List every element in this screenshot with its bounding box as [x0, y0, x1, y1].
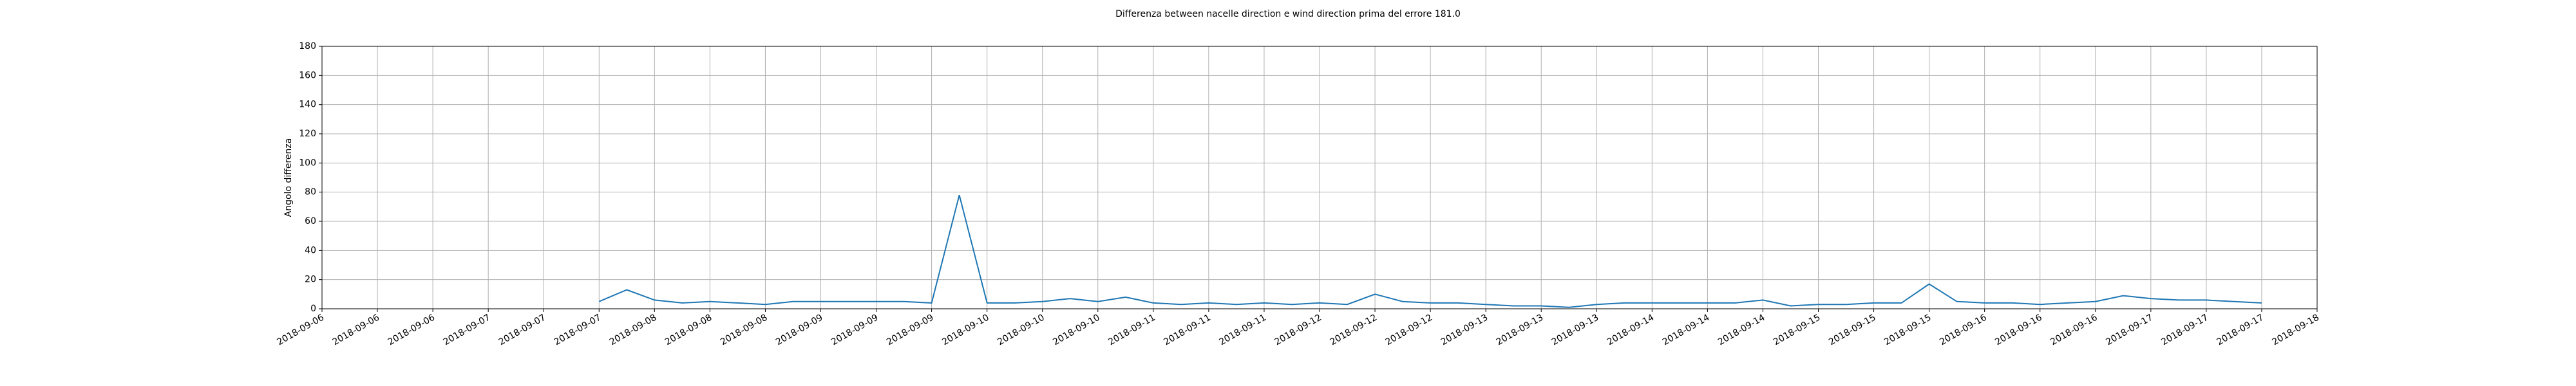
x-tick-label: 2018-09-06 [331, 313, 382, 348]
y-tick-label: 160 [299, 70, 316, 80]
y-tick-label: 80 [305, 187, 316, 198]
x-tick-label: 2018-09-07 [442, 313, 492, 348]
x-tick-label: 2018-09-16 [1993, 313, 2044, 348]
y-tick-label: 20 [305, 275, 316, 285]
x-tick-label: 2018-09-10 [940, 313, 990, 348]
x-tick-label: 2018-09-12 [1384, 313, 1434, 348]
y-tick-label: 0 [310, 304, 316, 314]
x-tick-label: 2018-09-14 [1605, 313, 1656, 348]
x-tick-label: 2018-09-14 [1716, 313, 1767, 348]
x-tick-label: 2018-09-16 [2049, 313, 2099, 348]
y-tick-label: 60 [305, 216, 316, 226]
x-tick-label: 2018-09-09 [885, 313, 935, 348]
y-tick-label: 140 [299, 100, 316, 110]
x-tick-label: 2018-09-14 [1661, 313, 1712, 348]
x-tick-label: 2018-09-08 [663, 313, 714, 348]
data-line [598, 194, 2262, 308]
x-tick-label: 2018-09-07 [497, 313, 547, 348]
x-tick-label: 2018-09-11 [1162, 313, 1212, 348]
y-tick-label: 100 [299, 158, 316, 168]
x-tick-label: 2018-09-12 [1273, 313, 1323, 348]
x-tick-label: 2018-09-15 [1772, 313, 1822, 348]
y-tick-label: 40 [305, 245, 316, 255]
x-tick-label: 2018-09-17 [2104, 313, 2154, 348]
x-tick-label: 2018-09-18 [2271, 313, 2321, 348]
x-tick-label: 2018-09-13 [1495, 313, 1545, 348]
x-tick-label: 2018-09-09 [829, 313, 880, 348]
y-tick-label: 120 [299, 129, 316, 139]
x-tick-label: 2018-09-17 [2215, 313, 2265, 348]
x-tick-label: 2018-09-15 [1827, 313, 1877, 348]
x-tick-label: 2018-09-12 [1329, 313, 1379, 348]
plot-frame [321, 46, 2318, 309]
chart-title: Differenza between nacelle direction e w… [1115, 9, 1461, 19]
x-tick-label: 2018-09-15 [1882, 313, 1933, 348]
x-tick-label: 2018-09-10 [1051, 313, 1101, 348]
x-tick-label: 2018-09-08 [608, 313, 658, 348]
x-tick-label: 2018-09-06 [276, 313, 327, 348]
x-tick-label: 2018-09-08 [719, 313, 769, 348]
x-tick-label: 2018-09-10 [996, 313, 1046, 348]
x-tick-label: 2018-09-07 [553, 313, 603, 348]
x-tick-label: 2018-09-13 [1550, 313, 1600, 348]
x-tick-label: 2018-09-11 [1106, 313, 1157, 348]
x-tick-label: 2018-09-11 [1217, 313, 1267, 348]
x-tick-label: 2018-09-16 [1938, 313, 1989, 348]
y-tick-label: 180 [299, 41, 316, 51]
y-axis-label: Angolo differenza [283, 138, 294, 217]
x-tick-label: 2018-09-17 [2159, 313, 2210, 348]
x-tick-label: 2018-09-13 [1439, 313, 1490, 348]
x-tick-label: 2018-09-06 [386, 313, 437, 348]
x-tick-label: 2018-09-09 [774, 313, 824, 348]
